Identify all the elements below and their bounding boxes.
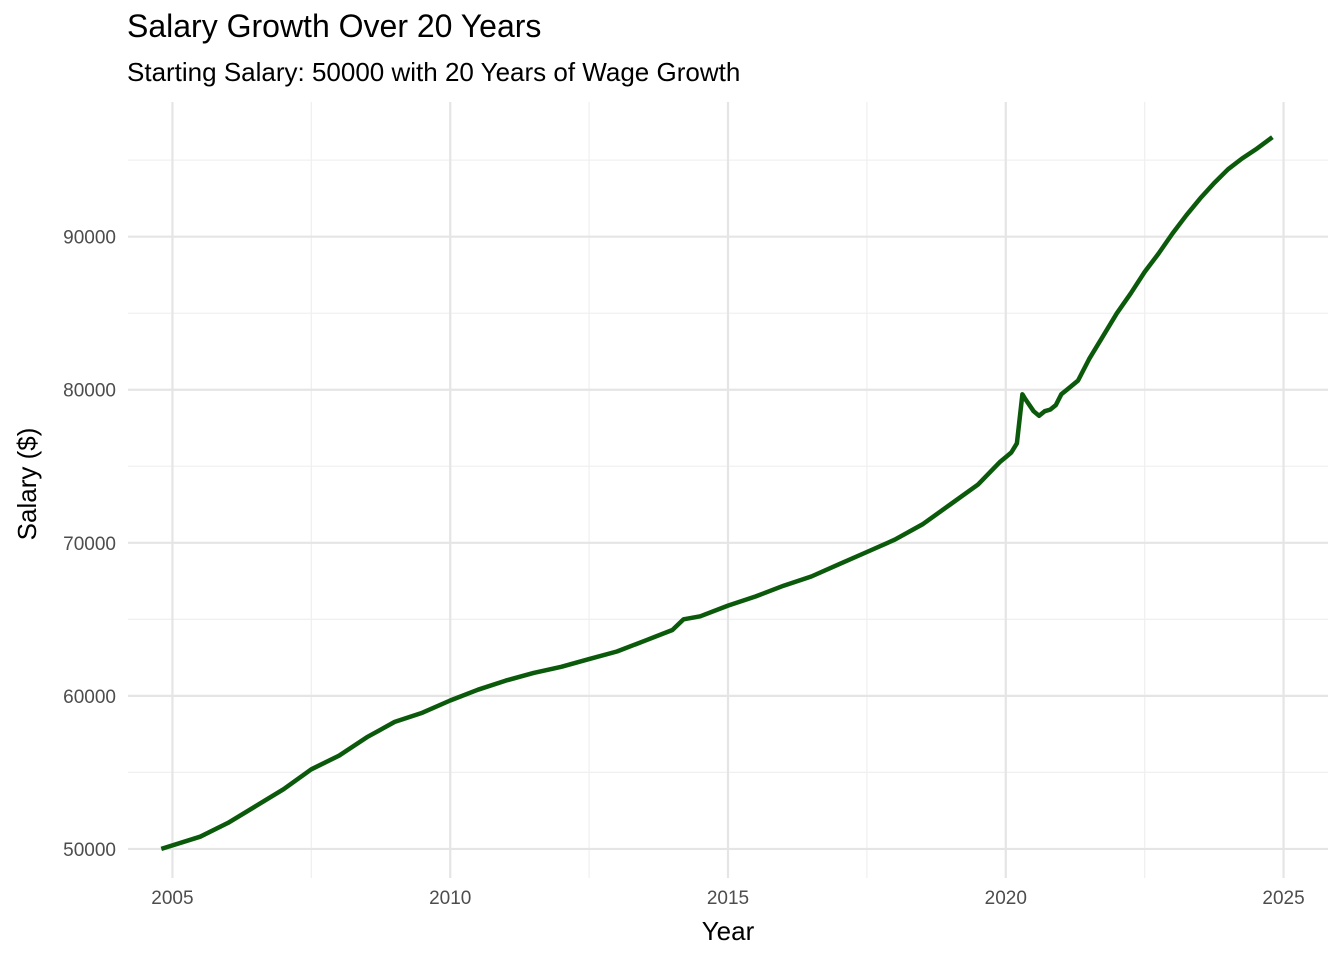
series-group	[160, 135, 1274, 852]
major-gridlines	[128, 102, 1328, 878]
salary-line	[160, 135, 1274, 852]
y-tick-label: 60000	[63, 687, 116, 708]
x-axis-ticks: 2005 2010 2015 2020 2025	[151, 888, 1304, 909]
x-tick-label: 2020	[985, 888, 1027, 909]
x-axis-title: Year	[702, 916, 755, 946]
x-tick-label: 2015	[707, 888, 749, 909]
x-tick-label: 2025	[1262, 888, 1304, 909]
y-tick-label: 80000	[63, 381, 116, 402]
x-tick-label: 2005	[151, 888, 193, 909]
x-tick-label: 2010	[429, 888, 471, 909]
chart-title: Salary Growth Over 20 Years	[127, 8, 542, 44]
y-tick-label: 90000	[63, 228, 116, 249]
chart-subtitle: Starting Salary: 50000 with 20 Years of …	[127, 57, 741, 87]
y-axis-ticks: 50000 60000 70000 80000 90000	[63, 228, 116, 861]
y-axis-title: Salary ($)	[12, 428, 42, 541]
y-tick-label: 50000	[63, 840, 116, 861]
y-tick-label: 70000	[63, 534, 116, 555]
